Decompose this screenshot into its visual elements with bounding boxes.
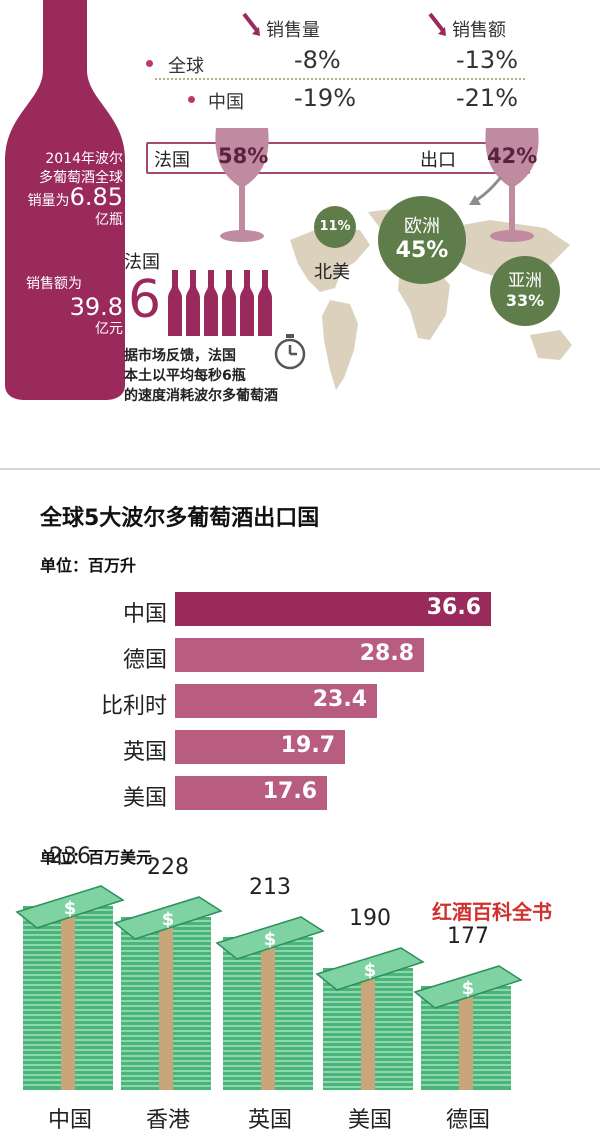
brand-label: 红酒百科全书 — [432, 900, 552, 924]
chart-unit-liters: 单位：百万升 — [40, 556, 137, 575]
bottle-icon — [240, 270, 254, 336]
france-note-title: 法国 — [124, 252, 160, 273]
row-label-global: 全球 — [168, 56, 204, 77]
stack-value-label: 228 — [147, 855, 189, 880]
export-label: 出口 — [420, 150, 456, 171]
section-divider — [0, 468, 600, 470]
stack-category-label: 中国 — [47, 1108, 92, 1133]
bar-value-label: 17.6 — [262, 779, 317, 804]
bottle-icon — [204, 270, 218, 336]
bottle-icon — [222, 270, 236, 336]
dollar-stack-icon: $ — [315, 947, 425, 1090]
stack-value-label: 236 — [49, 844, 91, 869]
france-export-box — [146, 142, 530, 174]
stack-category-label: 德国 — [445, 1108, 490, 1133]
france-note-text: 据市场反馈，法国 本土以平均每秒6瓶 的速度消耗波尔多葡萄酒 — [124, 348, 278, 404]
stack-category-label: 香港 — [145, 1108, 190, 1133]
wine-bottle-graphic — [5, 0, 125, 400]
bar-category-label: 英国 — [122, 740, 167, 765]
bar-category-label: 比利时 — [100, 694, 167, 719]
bar — [175, 684, 377, 718]
global-volume-change: -8% — [294, 46, 341, 74]
stats-divider — [155, 78, 525, 80]
bottle-value-desc: 销售额为 39.8 亿元 — [26, 276, 123, 337]
arrow-down-icon — [242, 12, 260, 36]
stack-value-label: 177 — [447, 924, 489, 949]
bar-category-label: 德国 — [122, 648, 167, 673]
svg-text:$: $ — [162, 909, 175, 930]
stack-value-label: 213 — [249, 875, 291, 900]
bar-value-label: 23.4 — [312, 687, 367, 712]
row-label-china: 中国 — [208, 92, 244, 113]
bottle-icon — [258, 270, 272, 336]
arrow-down-icon — [428, 12, 446, 36]
wine-glass-export — [485, 128, 539, 242]
global-value-change: -13% — [456, 46, 519, 74]
dollar-stack-icon: $ — [413, 965, 523, 1090]
bubble-europe: 欧洲 45% — [378, 196, 466, 284]
bar-value-label: 36.6 — [426, 595, 481, 620]
bar-category-label: 美国 — [122, 786, 167, 811]
header-sales-value: 销售额 — [452, 20, 506, 41]
bottle-icon — [186, 270, 200, 336]
bar-value-label: 19.7 — [280, 733, 335, 758]
bar-category-label: 中国 — [122, 602, 167, 627]
france-note-number: 6 — [128, 270, 162, 330]
svg-text:$: $ — [64, 898, 77, 919]
bar — [175, 592, 491, 626]
bullet — [188, 96, 195, 103]
svg-text:$: $ — [462, 978, 475, 999]
stack-category-label: 美国 — [347, 1108, 392, 1133]
france-pct: 58% — [218, 144, 269, 168]
bottle-icon — [168, 270, 182, 336]
chart-unit-dollars: 单位：百万美元 — [40, 848, 153, 867]
bubble-asia: 亚洲 33% — [490, 256, 560, 326]
svg-text:$: $ — [364, 960, 377, 981]
dollar-stack-icon: $ — [215, 916, 325, 1090]
chart-title: 全球5大波尔多葡萄酒出口国 — [40, 506, 320, 531]
bottles-row — [168, 270, 272, 336]
dollar-stack-icon: $ — [15, 885, 125, 1090]
bar — [175, 776, 327, 810]
curve-arrow-icon — [469, 176, 503, 205]
france-label: 法国 — [154, 150, 190, 171]
china-volume-change: -19% — [294, 84, 357, 112]
wine-bottle — [5, 0, 125, 400]
header-sales-volume: 销售量 — [266, 20, 320, 41]
label-north-america: 北美 — [314, 262, 350, 283]
bar-value-label: 28.8 — [359, 641, 414, 666]
stack-category-label: 英国 — [247, 1108, 292, 1133]
export-pct: 42% — [487, 144, 538, 168]
dollar-stack-icon: $ — [113, 896, 223, 1090]
bar — [175, 730, 345, 764]
stopwatch-icon — [274, 334, 306, 370]
wine-glass-france — [215, 128, 269, 242]
bar — [175, 638, 424, 672]
stack-value-label: 190 — [349, 906, 391, 931]
china-value-change: -21% — [456, 84, 519, 112]
bullet — [146, 60, 153, 67]
svg-text:$: $ — [264, 929, 277, 950]
bottle-volume-desc: 2014年波尔 多葡萄酒全球 销量为6.85 亿瓶 — [27, 151, 123, 228]
bubble-north-america: 11% — [314, 206, 356, 248]
